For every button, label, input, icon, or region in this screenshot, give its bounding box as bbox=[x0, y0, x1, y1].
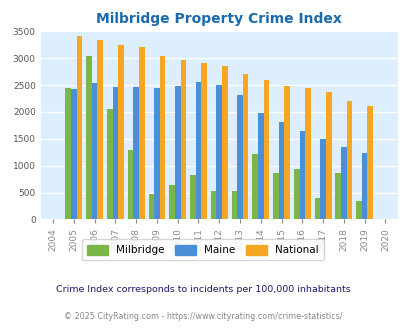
Bar bbox=[97, 41, 103, 219]
Bar bbox=[367, 106, 372, 219]
Bar bbox=[92, 83, 97, 219]
Bar bbox=[175, 85, 180, 219]
Bar bbox=[340, 148, 346, 219]
Bar bbox=[201, 63, 207, 219]
Bar bbox=[293, 170, 299, 219]
Bar bbox=[118, 45, 124, 219]
Bar bbox=[314, 198, 320, 219]
Bar bbox=[180, 60, 185, 219]
Bar bbox=[231, 191, 237, 219]
Bar bbox=[237, 95, 242, 219]
Bar bbox=[77, 36, 82, 219]
Bar bbox=[195, 82, 201, 219]
Text: © 2025 CityRating.com - https://www.cityrating.com/crime-statistics/: © 2025 CityRating.com - https://www.city… bbox=[64, 313, 341, 321]
Bar bbox=[320, 139, 325, 219]
Bar bbox=[325, 91, 331, 219]
Bar bbox=[139, 48, 144, 219]
Bar bbox=[210, 191, 216, 219]
Bar bbox=[284, 85, 289, 219]
Bar bbox=[159, 56, 165, 219]
Bar bbox=[133, 87, 139, 219]
Bar bbox=[305, 88, 310, 219]
Bar bbox=[128, 149, 133, 219]
Bar bbox=[148, 194, 154, 219]
Text: Crime Index corresponds to incidents per 100,000 inhabitants: Crime Index corresponds to incidents per… bbox=[55, 285, 350, 294]
Bar bbox=[346, 101, 352, 219]
Bar bbox=[65, 88, 71, 219]
Bar bbox=[107, 109, 112, 219]
Bar bbox=[361, 153, 367, 219]
Bar bbox=[86, 55, 92, 219]
Bar bbox=[190, 175, 195, 219]
Bar bbox=[263, 80, 269, 219]
Bar bbox=[169, 184, 175, 219]
Title: Milbridge Property Crime Index: Milbridge Property Crime Index bbox=[96, 12, 341, 26]
Bar bbox=[71, 89, 77, 219]
Bar bbox=[273, 173, 278, 219]
Bar bbox=[222, 66, 227, 219]
Bar bbox=[335, 173, 340, 219]
Bar bbox=[299, 131, 305, 219]
Bar bbox=[252, 154, 257, 219]
Bar bbox=[355, 201, 361, 219]
Bar bbox=[112, 87, 118, 219]
Bar bbox=[257, 113, 263, 219]
Bar bbox=[216, 84, 222, 219]
Bar bbox=[278, 122, 284, 219]
Bar bbox=[242, 74, 248, 219]
Bar bbox=[154, 88, 159, 219]
Legend: Milbridge, Maine, National: Milbridge, Maine, National bbox=[82, 240, 323, 260]
